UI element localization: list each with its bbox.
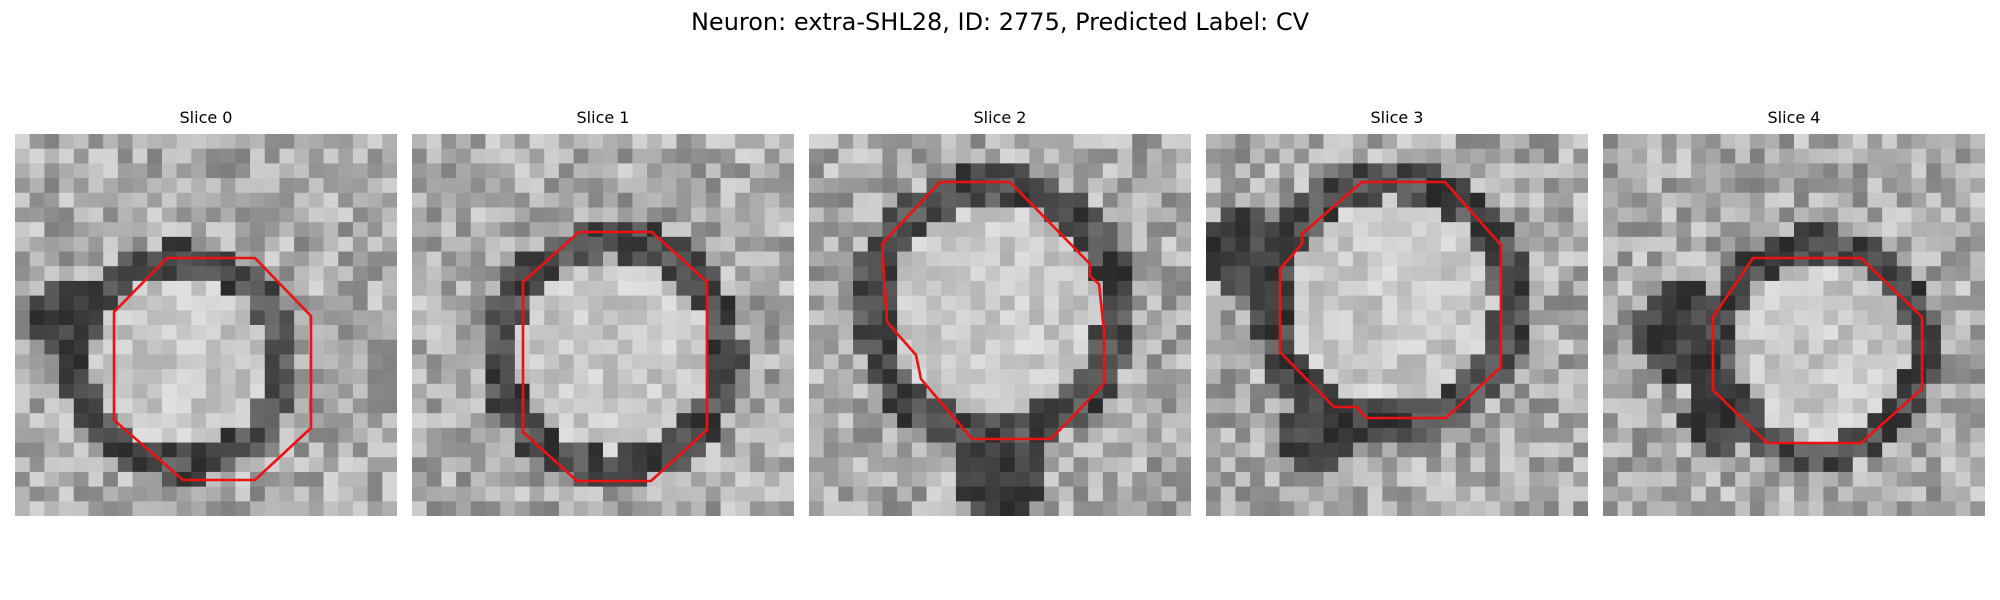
slice-title: Slice 1: [576, 108, 630, 127]
slice-title: Slice 3: [1370, 108, 1424, 127]
figure-title: Neuron: extra-SHL28, ID: 2775, Predicted…: [690, 8, 1310, 36]
slice-title: Slice 0: [179, 108, 233, 127]
segmentation-contour: [1278, 180, 1503, 420]
slice-svg: [1603, 134, 1985, 516]
em-slice-image: [412, 134, 794, 516]
segmentation-contour: [880, 180, 1106, 441]
slice-title: Slice 2: [973, 108, 1027, 127]
slice-panel-1: Slice 1: [412, 108, 794, 516]
em-slice-image: [15, 134, 397, 516]
segmentation-contour: [112, 256, 313, 482]
em-slice-image: [809, 134, 1191, 516]
segmentation-contour: [521, 230, 709, 483]
slice-panel-4: Slice 4: [1603, 108, 1985, 516]
slice-svg: [412, 134, 794, 516]
slice-svg: [809, 134, 1191, 516]
em-slice-image: [1603, 134, 1985, 516]
grayscale-pixel-grid: [1603, 134, 1985, 516]
slice-title: Slice 4: [1767, 108, 1821, 127]
segmentation-contour: [1711, 256, 1924, 445]
slice-svg: [1206, 134, 1588, 516]
em-slice-image: [1206, 134, 1588, 516]
slice-svg: [15, 134, 397, 516]
slice-panel-2: Slice 2: [809, 108, 1191, 516]
slice-panel-3: Slice 3: [1206, 108, 1588, 516]
slice-panel-0: Slice 0: [15, 108, 397, 516]
grayscale-pixel-grid: [15, 134, 397, 516]
grayscale-pixel-grid: [412, 134, 794, 516]
grayscale-pixel-grid: [1206, 134, 1588, 516]
grayscale-pixel-grid: [809, 134, 1191, 516]
